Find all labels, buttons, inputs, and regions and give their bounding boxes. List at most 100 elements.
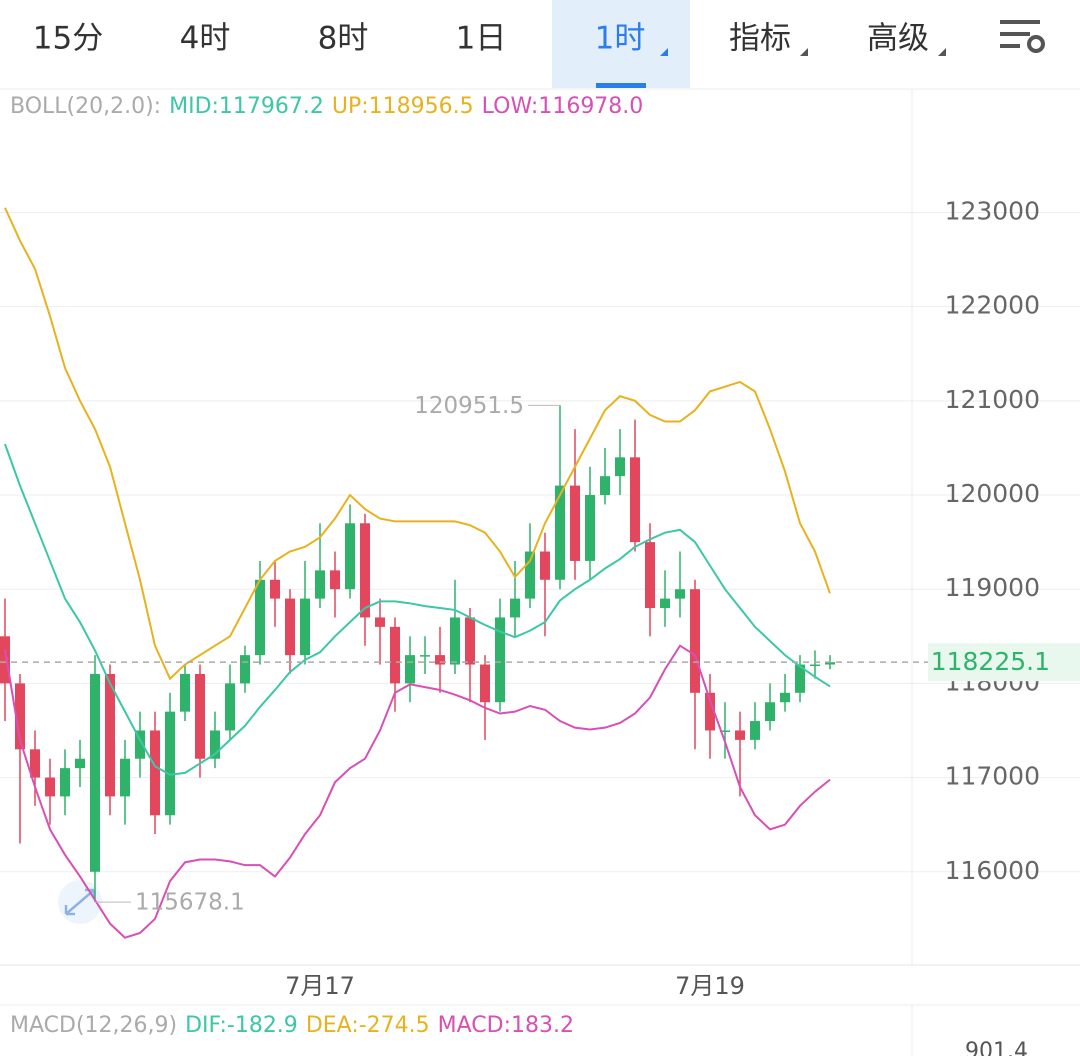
candle-body xyxy=(300,598,310,656)
candle-body xyxy=(105,673,115,797)
header-item: MID:117967.2 xyxy=(169,94,324,119)
tab-bar: 15分 4时 8时 1日 1时 指标 高级 xyxy=(33,0,946,88)
y-tick-label: 123000 xyxy=(945,196,1040,225)
candle-body xyxy=(210,730,220,759)
y-tick-label: 120000 xyxy=(945,479,1040,508)
candle-body xyxy=(135,730,145,759)
candle-body xyxy=(465,617,475,665)
y-tick-label: 116000 xyxy=(945,856,1040,885)
candle-body xyxy=(345,523,355,590)
y-tick-label: 121000 xyxy=(945,385,1040,414)
candle-body xyxy=(615,457,625,477)
tab[interactable]: 4时 xyxy=(180,21,231,57)
candle-body xyxy=(750,721,760,740)
active-tab-underline xyxy=(596,83,646,88)
candle-body xyxy=(495,617,505,703)
header-item: DEA:-274.5 xyxy=(306,1013,430,1038)
high-annotation: 120951.5 xyxy=(414,393,524,419)
indicator-header: BOLL(20,2.0): MID:117967.2 UP:118956.5 LOW:… xyxy=(10,94,643,119)
x-tick-label: 7月19 xyxy=(675,972,745,1000)
y-tick-label: 119000 xyxy=(945,573,1040,602)
zoom-icon xyxy=(64,888,96,916)
candle-body xyxy=(645,542,655,609)
header-item: MACD:183.2 xyxy=(438,1013,574,1038)
candle-body xyxy=(675,589,685,599)
candle-body xyxy=(435,655,445,665)
candle-body xyxy=(15,683,25,750)
candle-body xyxy=(570,485,580,561)
candle-body xyxy=(30,749,40,778)
candle-body xyxy=(225,683,235,731)
macd-header: MACD(12,26,9) DIF:-182.9 DEA:-274.5 MACD:18… xyxy=(10,1013,574,1038)
header-item: DIF:-182.9 xyxy=(185,1013,298,1038)
header-item: UP:118956.5 xyxy=(332,94,474,119)
tab[interactable]: 1日 xyxy=(456,21,507,57)
last-price-label: 118225.1 xyxy=(931,647,1050,676)
candle-body xyxy=(195,673,205,759)
dropdown-triangle xyxy=(660,48,668,56)
boll-line xyxy=(4,443,831,776)
tab[interactable]: 高级 xyxy=(867,21,929,57)
candle-body xyxy=(150,730,160,816)
candle-body xyxy=(255,579,265,656)
boll-line xyxy=(4,644,831,939)
candle-body xyxy=(120,758,130,797)
candle-body xyxy=(315,570,325,599)
active-tab-bg xyxy=(552,0,690,88)
y-tick-label: 122000 xyxy=(945,291,1040,320)
plot: 1160001170001180001190001200001210001220… xyxy=(0,196,1080,1000)
candle-body xyxy=(285,598,295,656)
candle-body xyxy=(510,598,520,618)
candle-body xyxy=(180,673,190,712)
candle-body xyxy=(630,457,640,543)
candle-body xyxy=(690,589,700,693)
candle-body xyxy=(60,768,70,797)
x-tick-label: 7月17 xyxy=(285,972,355,1000)
header-item: BOLL(20,2.0): xyxy=(10,94,161,119)
last-price-box xyxy=(928,643,1080,682)
candle-body xyxy=(480,664,490,703)
candle-body xyxy=(450,617,460,665)
candle-body xyxy=(0,636,10,684)
tab[interactable]: 指标 xyxy=(729,21,791,57)
candle-body xyxy=(240,655,250,684)
candle-body xyxy=(540,551,550,580)
candle-body xyxy=(360,523,370,618)
header-item: LOW:116978.0 xyxy=(482,94,644,119)
tab[interactable]: 15分 xyxy=(33,21,103,57)
tab[interactable]: 1时 xyxy=(595,21,646,57)
candle-body xyxy=(765,702,775,722)
candle-body xyxy=(390,626,400,684)
candle-body xyxy=(810,664,820,667)
settings-icon[interactable] xyxy=(1000,20,1045,53)
candle-body xyxy=(375,617,385,627)
candle-body xyxy=(420,655,430,657)
candle-body xyxy=(405,655,415,684)
macd-axis-label: 901.4 xyxy=(965,1039,1028,1056)
tab[interactable]: 8时 xyxy=(318,21,369,57)
candle-body xyxy=(735,730,745,740)
candle-body xyxy=(45,777,55,797)
candle-body xyxy=(795,664,805,693)
candle-body xyxy=(555,485,565,580)
candle-body xyxy=(330,570,340,590)
candle-body xyxy=(720,730,730,732)
candle-body xyxy=(780,692,790,703)
low-annotation: 115678.1 xyxy=(135,890,245,916)
header-item: MACD(12,26,9) xyxy=(10,1013,177,1038)
candle-body xyxy=(705,692,715,731)
candle-body xyxy=(525,551,535,599)
candle-body xyxy=(90,673,100,872)
candle-body xyxy=(585,495,595,561)
candle-body xyxy=(660,598,670,609)
y-tick-label: 117000 xyxy=(945,762,1040,791)
candle-body xyxy=(270,579,280,599)
candle-body xyxy=(600,476,610,496)
dropdown-triangle xyxy=(800,48,808,56)
candle-body xyxy=(165,711,175,816)
dropdown-triangle xyxy=(938,48,946,56)
candle-body xyxy=(75,758,85,769)
